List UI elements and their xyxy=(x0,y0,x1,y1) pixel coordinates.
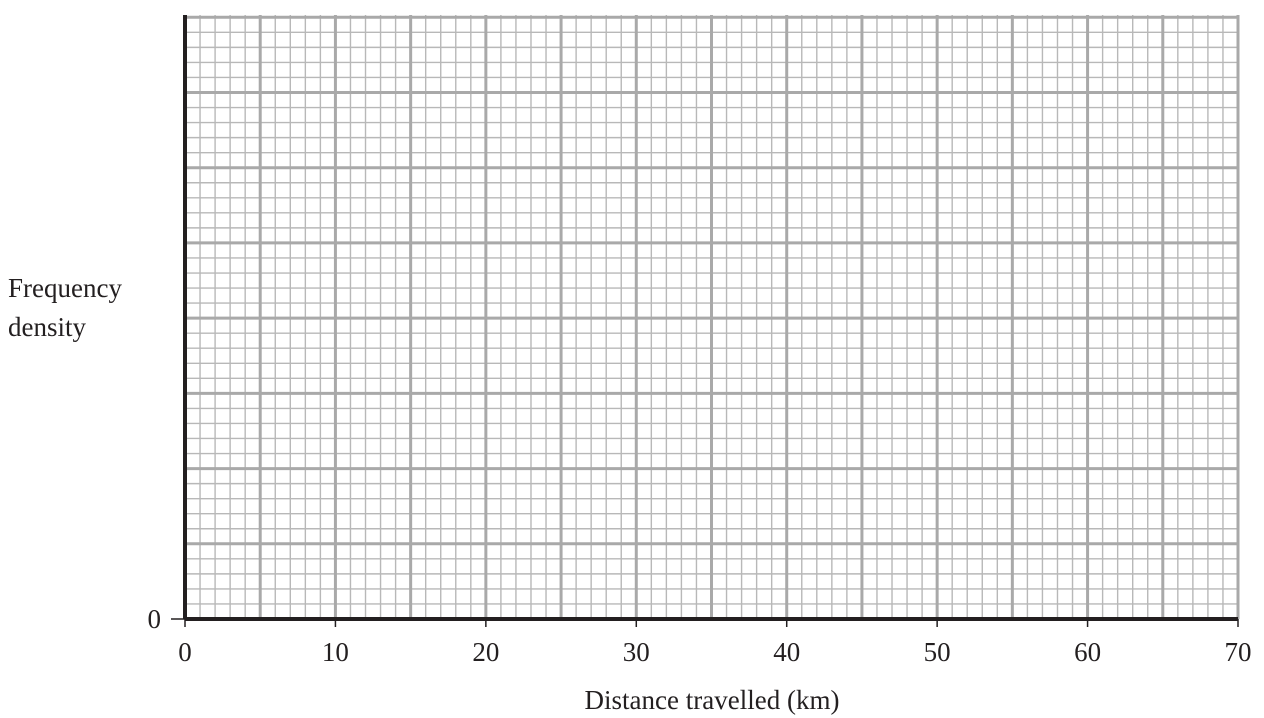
y-axis-label-line-2: density xyxy=(8,312,86,342)
x-axis-label: Distance travelled (km) xyxy=(584,685,840,715)
x-tick-label-30: 30 xyxy=(623,637,650,667)
x-tick-label-50: 50 xyxy=(924,637,951,667)
x-tick-label-60: 60 xyxy=(1074,637,1101,667)
x-tick-labels: 0 10 20 30 40 50 60 70 xyxy=(178,619,1252,667)
x-tick-label-10: 10 xyxy=(322,637,349,667)
x-tick-label-0: 0 xyxy=(178,637,192,667)
x-tick-label-40: 40 xyxy=(773,637,800,667)
x-tick-label-20: 20 xyxy=(472,637,499,667)
y-axis-label-line-1: Frequency xyxy=(8,273,122,303)
axes xyxy=(171,15,1238,621)
x-tick-label-70: 70 xyxy=(1225,637,1252,667)
y-tick-label-0: 0 xyxy=(148,604,162,634)
